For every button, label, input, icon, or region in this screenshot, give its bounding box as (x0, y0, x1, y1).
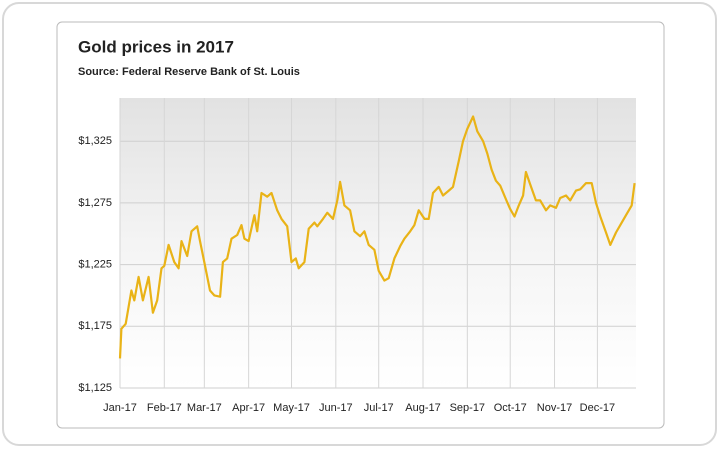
price-line (118, 115, 636, 359)
chart-subtitle: Source: Federal Reserve Bank of St. Loui… (78, 66, 300, 78)
y-tick-label: $1,125 (78, 382, 112, 394)
x-tick-label: Dec-17 (580, 402, 615, 414)
plot-area (120, 98, 636, 388)
y-tick-label: $1,175 (78, 320, 112, 332)
x-tick-label: May-17 (273, 402, 310, 414)
x-tick-label: Mar-17 (187, 402, 222, 414)
x-tick-label: Jun-17 (319, 402, 353, 414)
x-tick-label: Jan-17 (103, 402, 137, 414)
y-tick-label: $1,275 (78, 197, 112, 209)
x-tick-label: Feb-17 (147, 402, 182, 414)
x-tick-label: Aug-17 (405, 402, 440, 414)
chart-title: Gold prices in 2017 (78, 37, 234, 56)
y-tick-label: $1,325 (78, 135, 112, 147)
x-tick-label: Nov-17 (537, 402, 572, 414)
y-tick-label: $1,225 (78, 259, 112, 271)
x-tick-label: Sep-17 (450, 402, 485, 414)
x-tick-label: Apr-17 (232, 402, 265, 414)
x-tick-label: Oct-17 (494, 402, 527, 414)
x-tick-label: Jul-17 (364, 402, 394, 414)
